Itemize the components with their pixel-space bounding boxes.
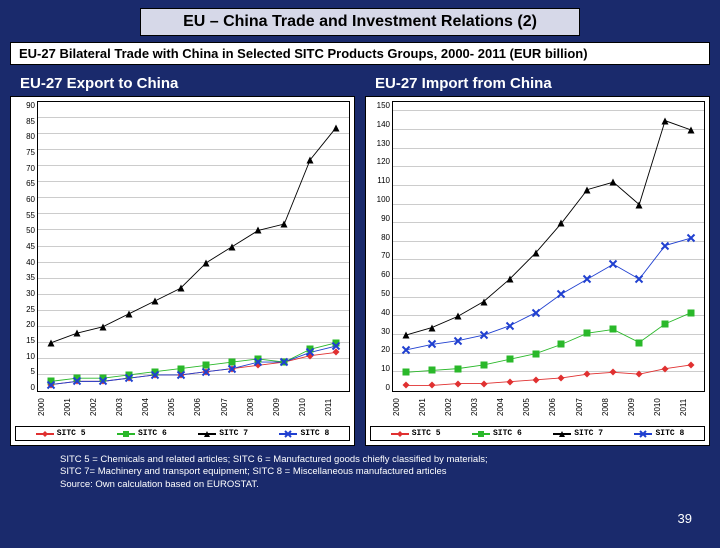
right-chart-label: EU-27 Import from China <box>375 75 710 92</box>
right-plot <box>392 101 705 392</box>
left-chart-label: EU-27 Export to China <box>20 75 355 92</box>
charts-row: EU-27 Export to China 051015202530354045… <box>0 71 720 446</box>
footnote-line: SITC 5 = Chemicals and related articles;… <box>60 454 660 466</box>
footnote-line: SITC 7= Machinery and transport equipmen… <box>60 466 660 478</box>
left-yaxis: 051015202530354045505560657075808590 <box>15 101 37 392</box>
footnote-line: Source: Own calculation based on EUROSTA… <box>60 479 660 491</box>
subtitle: EU-27 Bilateral Trade with China in Sele… <box>10 42 710 65</box>
footnote: SITC 5 = Chemicals and related articles;… <box>60 454 660 491</box>
left-chart: 051015202530354045505560657075808590 200… <box>10 96 355 446</box>
right-chart-column: EU-27 Import from China 0102030405060708… <box>365 71 710 446</box>
left-plot <box>37 101 350 392</box>
left-xaxis: 2000200120022003200420052006200720082009… <box>37 392 350 424</box>
main-title: EU – China Trade and Investment Relation… <box>140 8 580 36</box>
right-xaxis: 2000200120022003200420052006200720082009… <box>392 392 705 424</box>
page-number: 39 <box>678 511 692 526</box>
right-yaxis: 0102030405060708090100110120130140150 <box>370 101 392 392</box>
left-legend: SITC 5SITC 6SITC 7SITC 8 <box>15 426 350 441</box>
right-legend: SITC 5SITC 6SITC 7SITC 8 <box>370 426 705 441</box>
right-chart: 0102030405060708090100110120130140150 20… <box>365 96 710 446</box>
left-chart-column: EU-27 Export to China 051015202530354045… <box>10 71 355 446</box>
